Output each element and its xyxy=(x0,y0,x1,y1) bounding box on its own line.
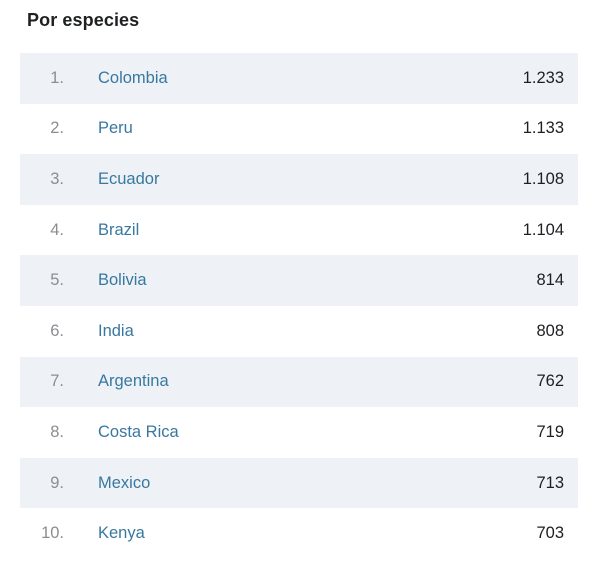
value-label: 719 xyxy=(536,422,564,441)
value-label: 814 xyxy=(536,271,564,290)
table-row: 6. India 808 xyxy=(20,305,578,357)
table-row: 9. Mexico 713 xyxy=(20,457,578,509)
value-label: 1.104 xyxy=(522,220,564,239)
species-rank-table: 1. Colombia 1.233 2. Peru 1.133 3. Ecuad… xyxy=(20,53,578,559)
rank-label: 7. xyxy=(50,372,64,391)
value-label: 1.133 xyxy=(522,119,564,138)
country-link[interactable]: Costa Rica xyxy=(98,422,179,441)
value-label: 762 xyxy=(536,372,564,391)
rank-label: 3. xyxy=(50,169,64,188)
rank-label: 2. xyxy=(50,119,64,138)
page-title: Por especies xyxy=(27,10,140,30)
rank-label: 4. xyxy=(50,220,64,239)
rank-label: 9. xyxy=(50,473,64,492)
table-row: 4. Brazil 1.104 xyxy=(20,204,578,256)
rank-label: 6. xyxy=(50,321,64,340)
table-row: 5. Bolivia 814 xyxy=(20,255,578,306)
rank-label: 8. xyxy=(50,422,64,441)
country-link[interactable]: Peru xyxy=(98,119,133,138)
country-link[interactable]: Ecuador xyxy=(98,169,160,188)
table-row: 8. Costa Rica 719 xyxy=(20,407,578,458)
country-link[interactable]: Mexico xyxy=(98,473,151,492)
value-label: 1.108 xyxy=(522,169,564,188)
country-link[interactable]: Colombia xyxy=(98,68,168,87)
rank-label: 1. xyxy=(50,68,64,87)
country-link[interactable]: Argentina xyxy=(98,372,169,391)
value-label: 703 xyxy=(536,524,564,543)
table-row: 10. Kenya 703 xyxy=(20,508,578,559)
table-row: 7. Argentina 762 xyxy=(20,356,578,408)
country-link[interactable]: Kenya xyxy=(98,524,145,543)
country-link[interactable]: India xyxy=(98,321,134,340)
value-label: 808 xyxy=(536,321,564,340)
country-link[interactable]: Bolivia xyxy=(98,271,147,290)
rank-label: 5. xyxy=(50,271,64,290)
table-row: 1. Colombia 1.233 xyxy=(20,53,578,104)
table-row: 3. Ecuador 1.108 xyxy=(20,154,578,205)
value-label: 1.233 xyxy=(522,68,564,87)
country-link[interactable]: Brazil xyxy=(98,220,140,239)
leaderboard-panel: Por especies 1. Colombia 1.233 2. Peru 1… xyxy=(0,8,600,564)
rank-label: 10. xyxy=(41,524,64,543)
value-label: 713 xyxy=(536,473,564,492)
table-row: 2. Peru 1.133 xyxy=(20,103,578,155)
